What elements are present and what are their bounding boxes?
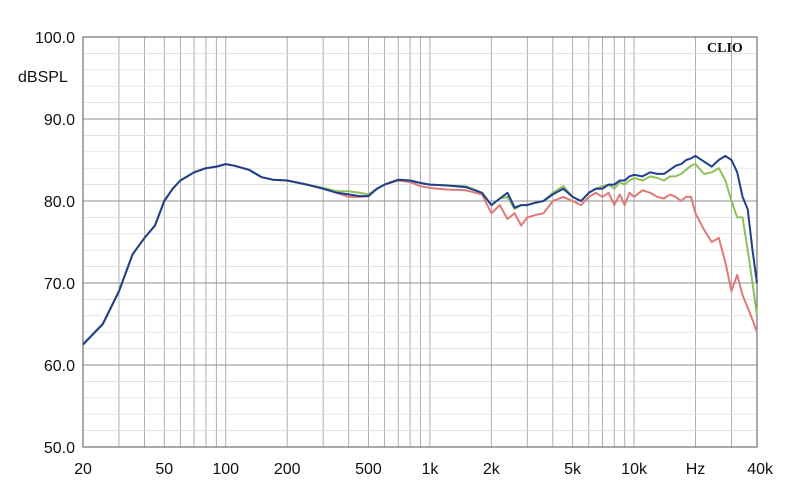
x-tick-label: 500 xyxy=(355,461,382,478)
y-tick-label: 70.0 xyxy=(44,276,75,293)
series-line-2 xyxy=(82,163,758,346)
y-tick-label: 100.0 xyxy=(35,30,75,47)
y-tick-label: 90.0 xyxy=(44,112,75,129)
y-tick-labels: 100.0 90.0 80.0 70.0 60.0 50.0 xyxy=(35,30,75,457)
x-tick-label: 20 xyxy=(74,461,92,478)
x-tick-label: 40k xyxy=(747,461,774,478)
data-series xyxy=(82,154,758,346)
y-tick-label: 50.0 xyxy=(44,440,75,457)
y-tick-label: 80.0 xyxy=(44,194,75,211)
x-tick-label: 100 xyxy=(212,461,239,478)
x-tick-label: 50 xyxy=(155,461,173,478)
x-tick-label: Hz xyxy=(686,461,706,478)
x-tick-label: 1k xyxy=(421,461,439,478)
x-tick-label: 10k xyxy=(621,461,648,478)
x-tick-label: 2k xyxy=(483,461,501,478)
y-tick-label: 60.0 xyxy=(44,358,75,375)
x-tick-label: 200 xyxy=(274,461,301,478)
y-axis-label: dBSPL xyxy=(18,69,68,86)
x-tick-labels: 20 50 100 200 500 1k 2k 5k 10k Hz 40k xyxy=(74,461,774,478)
series-line-3 xyxy=(82,154,758,346)
clio-brand-label: CLIO xyxy=(707,41,743,56)
plot-frame xyxy=(82,36,758,448)
series-line-1 xyxy=(82,163,758,346)
x-tick-label: 5k xyxy=(564,461,582,478)
plot-grid xyxy=(83,36,757,448)
